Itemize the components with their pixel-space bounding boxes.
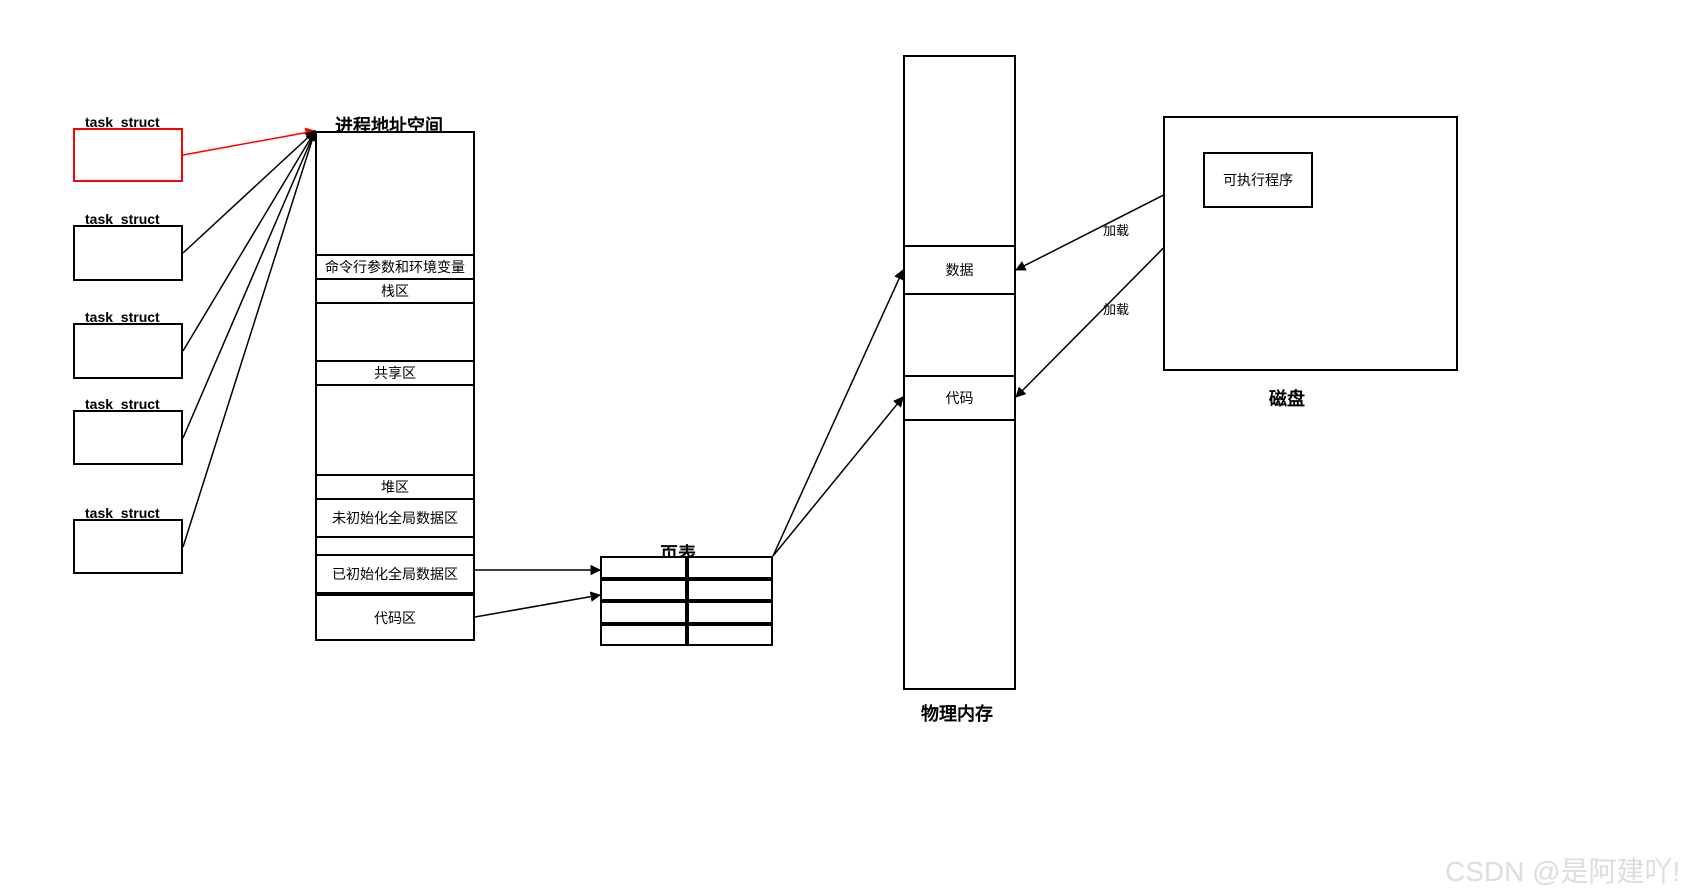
page-table-cell [687,579,774,602]
physical-memory-title: 物理内存 [921,700,993,726]
page-table-cell [600,624,687,647]
arrow [183,131,315,351]
arrow [183,131,315,547]
address-space-segment: 堆区 [315,474,475,500]
address-space-segment [315,302,475,362]
page-table-cell [687,556,774,579]
address-space-segment: 栈区 [315,278,475,304]
arrow [183,131,315,438]
disk-title: 磁盘 [1269,385,1305,411]
executable-box: 可执行程序 [1203,152,1313,208]
arrow [183,131,315,155]
address-space-segment: 未初始化全局数据区 [315,498,475,538]
task-struct-box [73,128,183,182]
page-table-cell [687,601,774,624]
page-table-cell [600,579,687,602]
physical-memory-segment: 代码 [903,375,1016,421]
edge-label: 加载 [1103,299,1129,318]
address-space-segment: 共享区 [315,360,475,386]
address-space-segment: 已初始化全局数据区 [315,554,475,594]
arrow [773,270,903,556]
physical-memory-container [903,55,1016,690]
task-struct-box [73,323,183,379]
task-struct-box [73,519,183,574]
task-struct-box [73,410,183,465]
arrow [183,131,315,253]
address-space-segment: 命令行参数和环境变量 [315,254,475,280]
edge-label: 加载 [1103,220,1129,239]
address-space-segment [315,384,475,476]
page-table-cell [687,624,774,647]
physical-memory-segment: 数据 [903,245,1016,295]
task-struct-box [73,225,183,281]
arrow [773,397,903,556]
page-table-cell [600,556,687,579]
watermark: CSDN @是阿建吖! [1445,850,1680,890]
address-space-segment: 代码区 [315,594,475,641]
arrow [475,595,600,617]
page-table-cell [600,601,687,624]
